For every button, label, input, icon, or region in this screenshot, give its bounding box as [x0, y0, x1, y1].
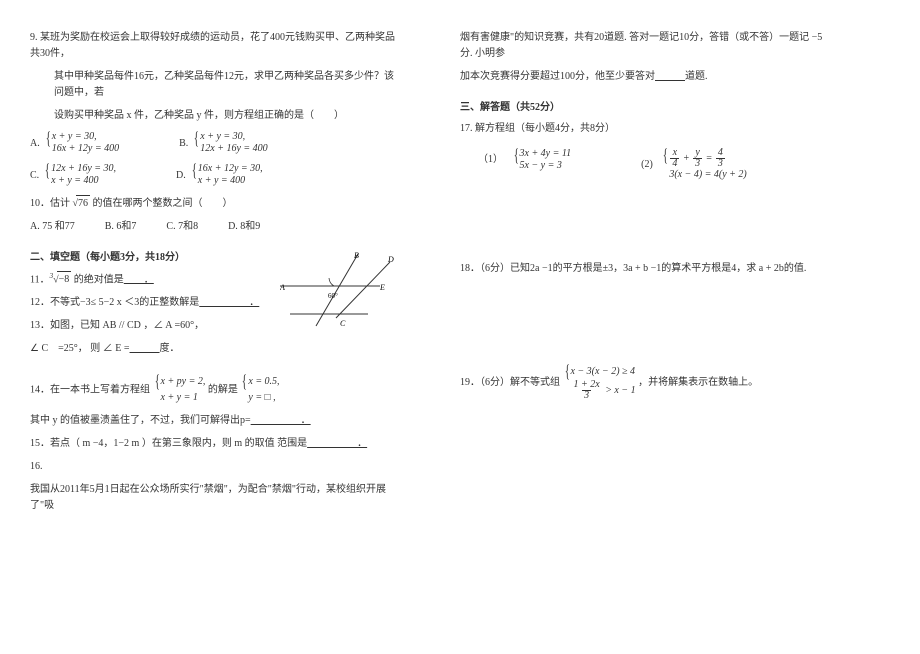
q11-blank: ． [124, 274, 154, 285]
q14-blank: ． [251, 415, 311, 426]
q17-sys1: （1） 3x + 4y = 11 5x − y = 3 [478, 148, 571, 172]
svg-text:60°: 60° [328, 292, 338, 300]
q17-title: 17. 解方程组（每小题4分，共8分） [460, 121, 830, 137]
q16-blank [655, 71, 685, 82]
q16-num: 16. [30, 459, 400, 475]
q14-line1: 14．在一本书上写着方程组 x + py = 2,x + y = 1 的解是 x… [30, 374, 400, 406]
q10-opts: A. 75 和77B. 6和7C. 7和8D. 8和9 [30, 219, 400, 235]
q9-line3: 设购买甲种奖品 x 件，乙种奖品 y 件，则方程组正确的是（ ） [30, 108, 400, 124]
svg-text:A: A [280, 283, 285, 292]
q16c-line2: 加本次竞赛得分要超过100分，他至少要答对 道题. [460, 69, 830, 85]
q9-line2: 其中甲种奖品每件16元，乙种奖品每件12元，求甲乙两种奖品各买多少件？该问题中，… [30, 69, 400, 101]
q16c-line1: 烟有害健康"的知识竞赛，共有20道题. 答对一题记10分，答错（或不答）一题记 … [460, 30, 830, 62]
q9-opt-a: A. x + y = 30,16x + 12y = 400 [30, 131, 119, 155]
q17-systems: （1） 3x + 4y = 11 5x − y = 3 (2) x4 + y3 … [478, 148, 830, 181]
svg-text:E: E [379, 283, 385, 292]
q9-opt-d: D. 16x + 12y = 30,x + y = 400 [176, 163, 263, 187]
q12-blank: ． [199, 297, 259, 308]
section-3-title: 三、解答题（共52分） [460, 98, 830, 113]
q10-text: 10．估计 √76 的值在哪两个整数之间（ ） [30, 195, 400, 212]
q18: 18．（6分）已知2a −1的平方根是±3，3a + b −1的算术平方根是4，… [460, 261, 830, 277]
q13-line2: ∠ C =25°， 则 ∠ E = 度． [30, 341, 400, 357]
q14-line2: 其中 y 的值被墨渍盖住了，不过，我们可解得出p= ． [30, 413, 400, 429]
svg-text:D: D [387, 255, 394, 264]
q9-options-row2: C. 12x + 16y = 30,x + y = 400 D. 16x + 1… [30, 163, 400, 187]
q16-line: 我国从2011年5月1日起在公众场所实行"禁烟"，为配合"禁烟"行动，某校组织开… [30, 482, 400, 514]
q9-opt-c: C. 12x + 16y = 30,x + y = 400 [30, 163, 116, 187]
q9-options-row1: A. x + y = 30,16x + 12y = 400 B. x + y =… [30, 131, 400, 155]
right-column: 烟有害健康"的知识竞赛，共有20道题. 答对一题记10分，答错（或不答）一题记 … [460, 30, 830, 564]
q15: 15．若点（ m −4，1−2 m ）在第三象限内，则 m 的取值 范围是 ． [30, 436, 400, 452]
q19: 19．（6分）解不等式组 x − 3(x − 2) ≥ 4 1 + 2x3 > … [460, 364, 830, 401]
q9-line1: 9. 某班为奖励在校运会上取得较好成绩的运动员，花了400元钱购买甲、乙两种奖品… [30, 30, 400, 62]
q17-sys2: (2) x4 + y3 = 43 3(x − 4) = 4(y + 2) [641, 148, 747, 181]
q13-blank [130, 343, 160, 354]
q15-blank: ． [307, 438, 367, 449]
svg-text:C: C [340, 319, 346, 328]
q13-figure: A B C D E 60° [280, 248, 410, 328]
svg-text:B: B [354, 251, 359, 260]
left-column: 9. 某班为奖励在校运会上取得较好成绩的运动员，花了400元钱购买甲、乙两种奖品… [30, 30, 400, 564]
q9-opt-b: B. x + y = 30,12x + 16y = 400 [179, 131, 268, 155]
